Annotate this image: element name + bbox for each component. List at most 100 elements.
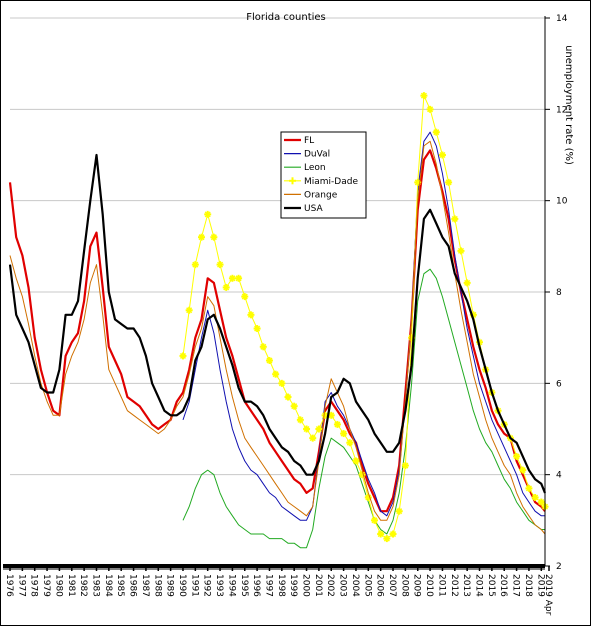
legend-label: Orange: [304, 190, 338, 200]
x-tick-label: 2012: [449, 574, 459, 597]
data-point: [253, 325, 261, 333]
x-tick-label: 1994: [226, 574, 236, 597]
data-point: [513, 452, 521, 460]
x-tick-label: 2015: [486, 574, 496, 597]
y-tick-label: 6: [556, 379, 562, 389]
gridlines: [10, 17, 545, 567]
data-point: [235, 274, 243, 282]
data-point: [185, 306, 193, 314]
series-line-leon: [182, 268, 545, 549]
data-point: [377, 530, 385, 538]
data-point: [389, 530, 397, 538]
data-point: [370, 516, 378, 524]
series-line-duval: [182, 131, 545, 521]
data-point: [228, 274, 236, 282]
x-tick-label: 1992: [202, 574, 212, 597]
data-point: [401, 462, 409, 470]
data-point: [420, 92, 428, 100]
data-point: [303, 425, 311, 433]
y-tick-label: 12: [556, 105, 567, 115]
data-point: [247, 311, 255, 319]
x-tick-label: 1981: [66, 574, 76, 597]
data-point: [352, 457, 360, 465]
legend-label: Miami-Dade: [304, 177, 358, 187]
data-point: [204, 210, 212, 218]
x-tick-label: 1980: [53, 574, 63, 597]
data-point: [222, 283, 230, 291]
data-point: [333, 420, 341, 428]
x-tick-label: 1997: [263, 574, 273, 597]
data-point: [457, 247, 465, 255]
legend: FL DuVal Leon Miami-Dade Orange USA: [280, 131, 367, 219]
x-tick-label: 1999: [288, 574, 298, 597]
data-point: [272, 370, 280, 378]
data-point: [290, 402, 298, 410]
x-tick-label: 1989: [165, 574, 175, 597]
data-point: [519, 466, 527, 474]
data-point: [210, 233, 218, 241]
y-axis-label: unemployment rate (%): [563, 45, 574, 165]
data-point: [216, 261, 224, 269]
data-point: [445, 178, 453, 186]
data-point: [438, 151, 446, 159]
x-tick-label: 1986: [128, 574, 138, 597]
x-tick-label: 2009: [412, 574, 422, 597]
data-point: [278, 379, 286, 387]
data-point: [395, 507, 403, 515]
x-tick-label: 1990: [177, 574, 187, 597]
data-point: [340, 430, 348, 438]
data-point: [296, 416, 304, 424]
x-tick-label: 1982: [78, 574, 88, 597]
series-line-orange: [9, 140, 546, 535]
legend-label: FL: [304, 136, 314, 146]
x-tick-label: 2014: [474, 574, 484, 597]
legend-label: Leon: [304, 163, 326, 173]
data-point: [198, 233, 206, 241]
x-tick-label: 2019: [535, 574, 545, 597]
y-tick-label: 4: [556, 471, 562, 481]
data-point: [531, 494, 539, 501]
x-tick-label: 2017: [511, 574, 521, 597]
x-tick-label: 1991: [189, 574, 199, 597]
x-tick-label: 1996: [251, 574, 261, 597]
y-tick-label: 2: [556, 562, 562, 572]
x-tick-label: 2005: [362, 574, 372, 597]
x-tick-label: 1976: [4, 574, 14, 597]
x-tick-label: 1987: [140, 574, 150, 597]
data-point: [241, 293, 249, 301]
x-tick-label: 2004: [350, 574, 360, 597]
data-point: [179, 352, 187, 360]
data-point: [327, 411, 335, 419]
x-tick-label: 2018: [523, 574, 533, 597]
y-tick-label: 10: [556, 197, 568, 207]
x-tick-label: 2000: [301, 574, 311, 597]
x-tick-label: 2002: [325, 574, 335, 597]
data-point: [383, 535, 391, 543]
data-point: [265, 357, 273, 364]
x-tick-label: 2013: [461, 574, 471, 597]
data-point: [463, 279, 471, 287]
data-point: [364, 494, 372, 501]
x-tick-label: 1985: [115, 574, 125, 597]
data-point: [358, 471, 366, 479]
series-layer: [8, 92, 549, 549]
chart-title: Florida counties: [246, 12, 326, 23]
x-tick-label: 1998: [276, 574, 286, 597]
data-point: [259, 343, 267, 351]
data-point: [315, 425, 323, 433]
x-tick-label: 1984: [103, 574, 113, 597]
x-tick-label: 2016: [498, 574, 508, 597]
data-point: [191, 261, 199, 269]
x-tick-label: 1977: [16, 574, 26, 597]
legend-label: DuVal: [304, 150, 330, 160]
data-point: [432, 128, 440, 136]
x-tick-label: 1993: [214, 574, 224, 597]
x-tick-label: 2001: [313, 574, 323, 597]
x-tick-label: 2019 Apr: [543, 574, 553, 616]
x-tick-label: 2010: [424, 574, 434, 597]
y-tick-label: 14: [556, 14, 568, 24]
x-tick-label: 1979: [41, 574, 51, 597]
